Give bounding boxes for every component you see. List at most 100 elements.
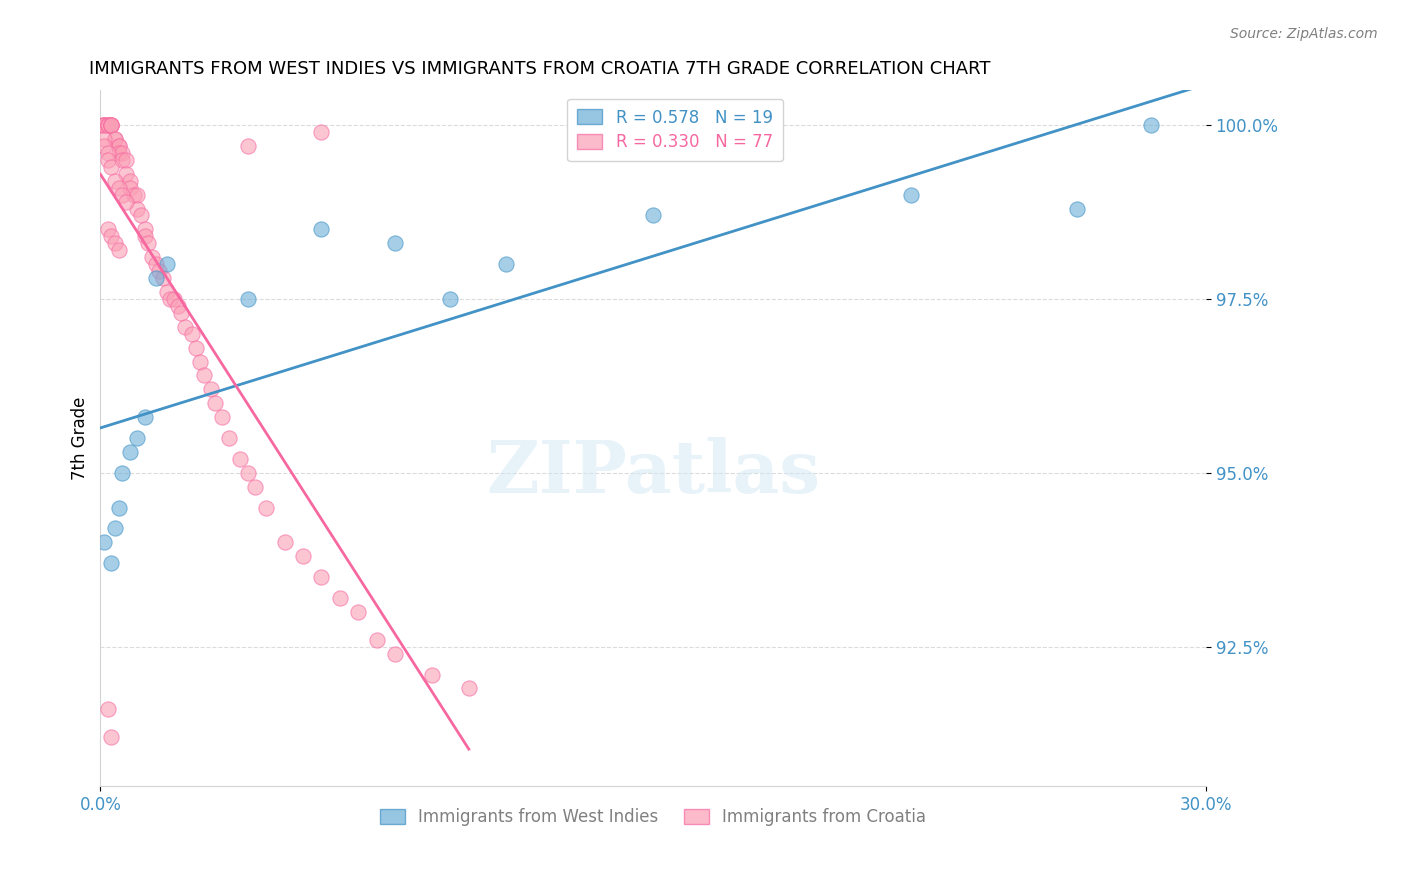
- Point: [236, 466, 259, 480]
- Y-axis label: 7th Grade: 7th Grade: [72, 396, 89, 480]
- Point: [163, 292, 186, 306]
- Point: [93, 139, 115, 153]
- Point: [311, 222, 333, 236]
- Point: [107, 139, 129, 153]
- Point: [100, 118, 122, 132]
- Point: [384, 647, 406, 661]
- Point: [93, 118, 115, 132]
- Text: Source: ZipAtlas.com: Source: ZipAtlas.com: [1230, 27, 1378, 41]
- Point: [170, 306, 193, 320]
- Point: [900, 187, 922, 202]
- Point: [204, 396, 226, 410]
- Point: [439, 292, 461, 306]
- Point: [136, 236, 159, 251]
- Point: [134, 410, 156, 425]
- Point: [188, 354, 211, 368]
- Point: [329, 591, 352, 605]
- Point: [200, 382, 222, 396]
- Point: [104, 132, 127, 146]
- Point: [93, 118, 115, 132]
- Point: [145, 257, 167, 271]
- Point: [107, 139, 129, 153]
- Point: [104, 132, 127, 146]
- Point: [311, 125, 333, 139]
- Point: [100, 118, 122, 132]
- Point: [127, 202, 149, 216]
- Point: [156, 285, 179, 299]
- Point: [159, 292, 181, 306]
- Point: [104, 174, 127, 188]
- Legend: Immigrants from West Indies, Immigrants from Croatia: Immigrants from West Indies, Immigrants …: [374, 802, 932, 833]
- Point: [107, 244, 129, 258]
- Point: [118, 180, 141, 194]
- Point: [100, 229, 122, 244]
- Point: [127, 187, 149, 202]
- Point: [129, 209, 152, 223]
- Point: [93, 132, 115, 146]
- Point: [1139, 118, 1161, 132]
- Point: [115, 153, 138, 167]
- Point: [166, 299, 188, 313]
- Point: [156, 257, 179, 271]
- Point: [122, 187, 145, 202]
- Point: [134, 222, 156, 236]
- Point: [193, 368, 215, 383]
- Text: ZIPatlas: ZIPatlas: [486, 437, 820, 508]
- Point: [100, 730, 122, 744]
- Point: [347, 605, 370, 619]
- Point: [104, 236, 127, 251]
- Point: [118, 445, 141, 459]
- Point: [141, 250, 163, 264]
- Point: [97, 153, 120, 167]
- Point: [111, 187, 134, 202]
- Point: [236, 292, 259, 306]
- Point: [366, 632, 388, 647]
- Text: IMMIGRANTS FROM WEST INDIES VS IMMIGRANTS FROM CROATIA 7TH GRADE CORRELATION CHA: IMMIGRANTS FROM WEST INDIES VS IMMIGRANT…: [90, 60, 991, 78]
- Point: [97, 118, 120, 132]
- Point: [100, 118, 122, 132]
- Point: [292, 549, 315, 564]
- Point: [111, 153, 134, 167]
- Point: [1066, 202, 1088, 216]
- Point: [100, 118, 122, 132]
- Point: [115, 194, 138, 209]
- Point: [134, 229, 156, 244]
- Point: [243, 480, 266, 494]
- Point: [211, 410, 233, 425]
- Point: [641, 209, 664, 223]
- Point: [107, 500, 129, 515]
- Point: [229, 451, 252, 466]
- Point: [111, 145, 134, 160]
- Point: [181, 326, 204, 341]
- Point: [107, 145, 129, 160]
- Point: [236, 139, 259, 153]
- Point: [145, 271, 167, 285]
- Point: [100, 160, 122, 174]
- Point: [93, 535, 115, 549]
- Point: [91, 118, 114, 132]
- Point: [218, 431, 240, 445]
- Point: [97, 222, 120, 236]
- Point: [115, 167, 138, 181]
- Point: [152, 271, 174, 285]
- Point: [97, 118, 120, 132]
- Point: [148, 264, 170, 278]
- Point: [97, 118, 120, 132]
- Point: [97, 702, 120, 716]
- Point: [457, 681, 479, 696]
- Point: [107, 180, 129, 194]
- Point: [111, 466, 134, 480]
- Point: [311, 570, 333, 584]
- Point: [384, 236, 406, 251]
- Point: [273, 535, 295, 549]
- Point: [100, 556, 122, 570]
- Point: [186, 341, 208, 355]
- Point: [174, 319, 197, 334]
- Point: [93, 118, 115, 132]
- Point: [495, 257, 517, 271]
- Point: [254, 500, 277, 515]
- Point: [118, 174, 141, 188]
- Point: [420, 667, 443, 681]
- Point: [104, 521, 127, 535]
- Point: [97, 145, 120, 160]
